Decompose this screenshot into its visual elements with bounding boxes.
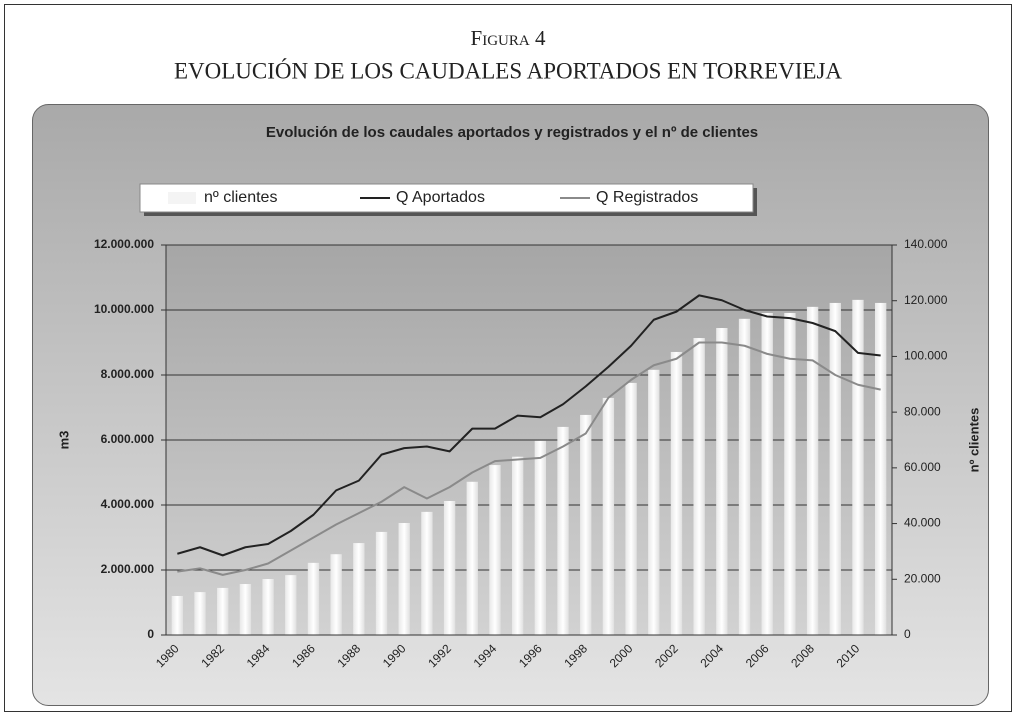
y-axis-title: m3 xyxy=(56,431,71,450)
bar xyxy=(580,414,592,635)
bar xyxy=(217,587,229,635)
legend xyxy=(139,183,754,213)
bar xyxy=(307,562,320,635)
y2-tick-label: 140.000 xyxy=(904,237,948,251)
bar xyxy=(806,306,819,635)
bar xyxy=(784,312,796,635)
bar xyxy=(511,456,524,635)
y2-tick-label: 0 xyxy=(904,627,911,641)
bar xyxy=(353,543,365,635)
y-tick-label: 2.000.000 xyxy=(101,562,155,576)
bar xyxy=(761,312,773,635)
figure-title: EVOLUCIÓN DE LOS CAUDALES APORTADOS EN T… xyxy=(174,57,842,83)
y-tick-label: 12.000.000 xyxy=(94,237,154,251)
bar xyxy=(625,382,637,635)
bar xyxy=(239,584,252,635)
legend-label: nº clientes xyxy=(204,189,277,206)
line xyxy=(177,294,881,557)
y-tick-label: 0 xyxy=(147,627,154,641)
y2-tick-label: 100.000 xyxy=(904,349,948,363)
bar xyxy=(693,338,705,635)
bar xyxy=(194,592,206,635)
y2-tick-label: 120.000 xyxy=(904,293,948,307)
legend-label: Q Aportados xyxy=(396,189,485,206)
bar xyxy=(829,302,841,635)
bar xyxy=(421,511,433,635)
bar xyxy=(489,465,501,635)
bar xyxy=(262,579,274,635)
y-tick-label: 10.000.000 xyxy=(94,302,154,316)
legend-label: Q Registrados xyxy=(596,189,698,206)
bar xyxy=(330,554,342,635)
line xyxy=(177,341,881,576)
bar xyxy=(285,575,297,635)
bar xyxy=(557,426,569,635)
bar xyxy=(375,531,388,635)
bar xyxy=(443,501,456,635)
legend-swatch xyxy=(168,192,196,204)
bar xyxy=(171,596,184,635)
bar xyxy=(716,328,728,635)
bar xyxy=(738,318,751,635)
bar xyxy=(852,299,864,635)
y2-axis-title: nº clientes xyxy=(966,408,981,473)
bar xyxy=(398,523,410,635)
bar xyxy=(466,481,478,635)
y-tick-label: 4.000.000 xyxy=(101,497,155,511)
figure-label: Figura 4 xyxy=(471,26,546,50)
bar xyxy=(602,397,615,635)
y2-tick-label: 20.000 xyxy=(904,571,941,585)
y-tick-label: 8.000.000 xyxy=(101,367,155,381)
bar xyxy=(648,369,660,635)
y2-tick-label: 80.000 xyxy=(904,404,941,418)
bar xyxy=(670,351,683,635)
y-tick-label: 6.000.000 xyxy=(101,432,155,446)
y2-tick-label: 40.000 xyxy=(904,516,941,530)
chart-title: Evolución de los caudales aportados y re… xyxy=(266,124,758,141)
bar xyxy=(874,302,887,635)
y2-tick-label: 60.000 xyxy=(904,460,941,474)
bar xyxy=(534,440,547,635)
